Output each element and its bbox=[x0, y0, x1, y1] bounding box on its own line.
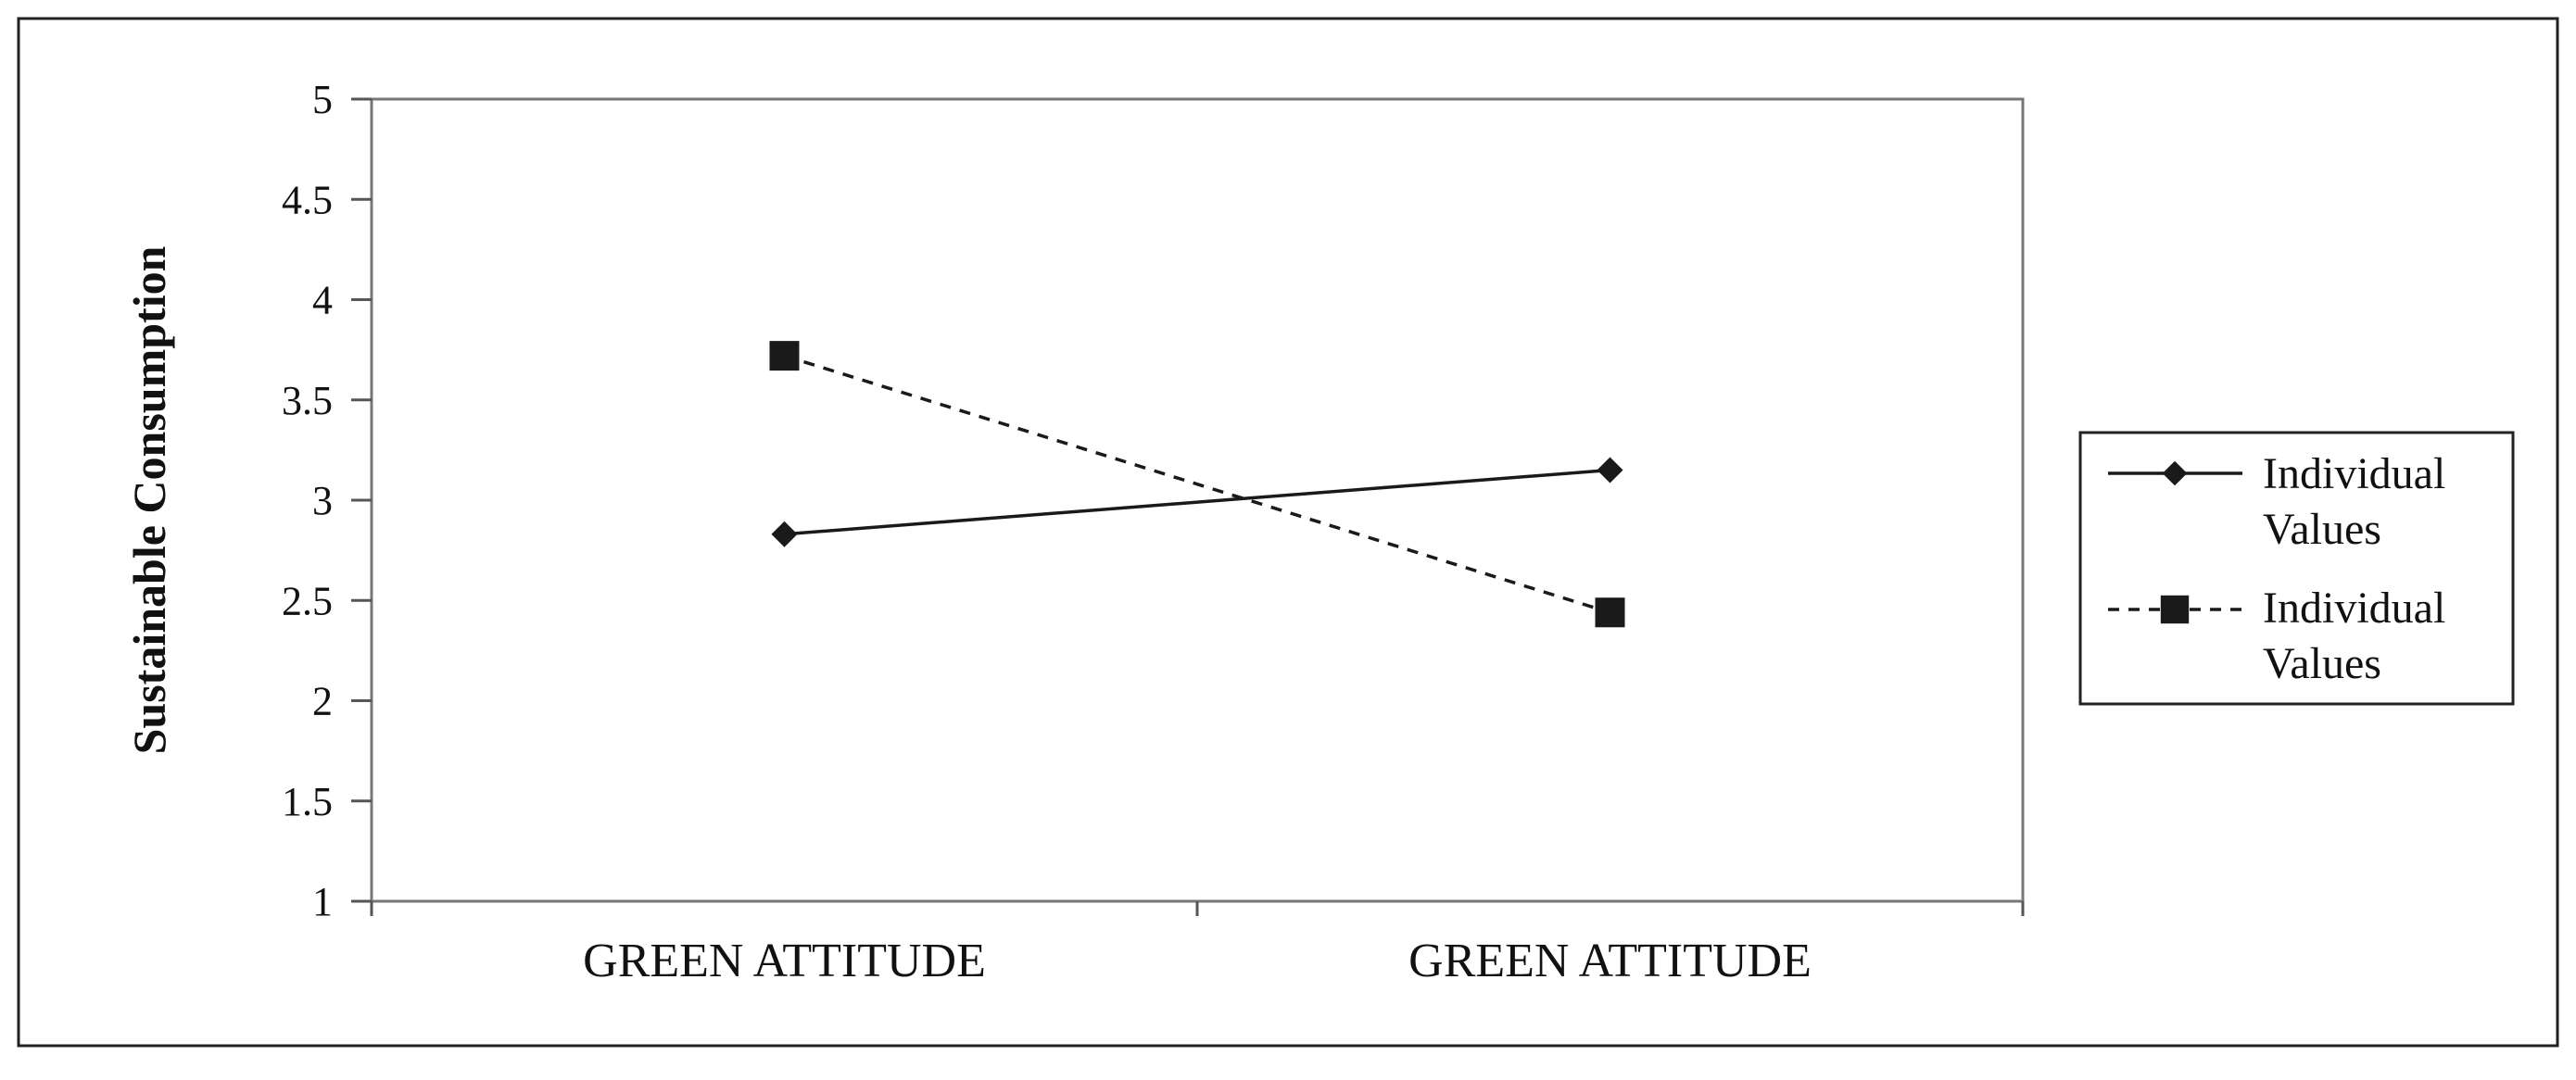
square-marker bbox=[769, 341, 800, 371]
y-tick-label: 2 bbox=[312, 679, 333, 724]
series-group bbox=[769, 341, 1625, 628]
outer-frame bbox=[17, 17, 2559, 1048]
diamond-marker bbox=[1597, 457, 1623, 483]
x-axis: GREEN ATTITUDE GREEN ATTITUDE bbox=[370, 901, 2025, 987]
y-tick-label: 1.5 bbox=[282, 779, 333, 824]
legend-label-line-2: Values bbox=[2263, 639, 2381, 688]
legend-entry: Individual Values bbox=[2108, 449, 2445, 554]
x-category-label: GREEN ATTITUDE bbox=[583, 935, 986, 987]
x-category-label: GREEN ATTITUDE bbox=[1408, 935, 1812, 987]
legend-label-line-1: Individual bbox=[2263, 449, 2445, 498]
legend-label-line-1: Individual bbox=[2263, 584, 2445, 633]
y-axis-label: Sustainable Consumption bbox=[123, 245, 175, 754]
y-axis: 1 1.5 2 2.5 3 3.5 4 4.5 5 bbox=[282, 77, 372, 924]
y-tick-label: 5 bbox=[312, 77, 333, 122]
diamond-marker bbox=[771, 521, 798, 547]
series-line bbox=[784, 468, 1610, 536]
series-line bbox=[783, 354, 1611, 614]
square-marker bbox=[2160, 595, 2190, 624]
square-marker bbox=[1595, 597, 1625, 628]
series-1 bbox=[771, 457, 1623, 547]
legend-entry: Individual Values bbox=[2108, 584, 2445, 688]
legend: Individual Values Individual Values bbox=[2078, 431, 2515, 706]
y-tick-label: 4.5 bbox=[282, 177, 333, 222]
y-tick-label: 3.5 bbox=[282, 378, 333, 423]
legend-label-line-2: Values bbox=[2263, 505, 2381, 554]
diamond-marker bbox=[2162, 460, 2188, 486]
y-tick-label: 1 bbox=[312, 879, 333, 924]
series-2 bbox=[769, 341, 1625, 628]
y-tick-label: 4 bbox=[312, 278, 333, 323]
y-tick-label: 2.5 bbox=[282, 578, 333, 623]
legend-box bbox=[2078, 431, 2515, 706]
plot-area bbox=[370, 97, 2025, 903]
y-tick-label: 3 bbox=[312, 478, 333, 523]
